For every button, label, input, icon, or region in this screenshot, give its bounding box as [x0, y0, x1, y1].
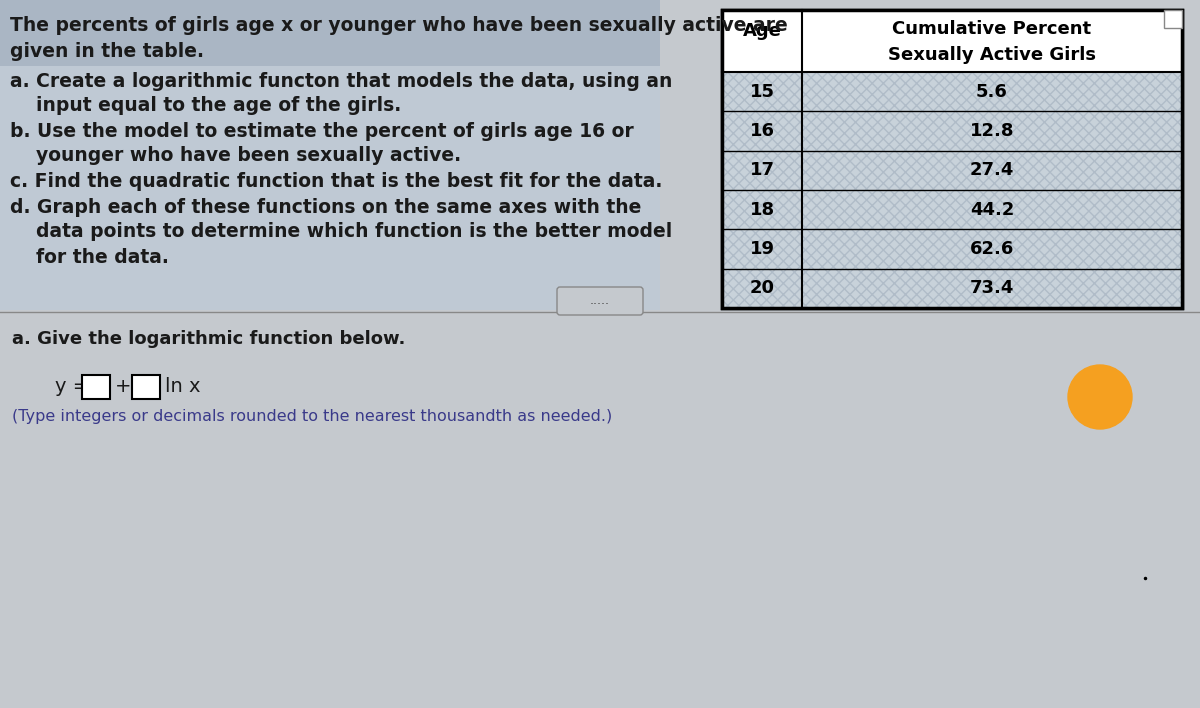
Bar	[802, 229, 1182, 268]
Text: 44.2: 44.2	[970, 200, 1014, 219]
Text: Cumulative Percent: Cumulative Percent	[893, 20, 1092, 38]
Text: 15: 15	[750, 83, 774, 101]
Text: 73.4: 73.4	[970, 280, 1014, 297]
Bar	[722, 72, 802, 111]
Bar	[802, 111, 1182, 151]
Bar	[1164, 10, 1182, 28]
Text: 18: 18	[750, 200, 774, 219]
Text: The percents of girls age x or younger who have been sexually active are: The percents of girls age x or younger w…	[10, 16, 787, 35]
Text: data points to determine which function is the better model: data points to determine which function …	[10, 222, 672, 241]
Text: 12.8: 12.8	[970, 122, 1014, 140]
Text: 16: 16	[750, 122, 774, 140]
Bar	[0, 0, 660, 310]
Bar	[802, 268, 1182, 308]
Text: 17: 17	[750, 161, 774, 179]
Text: c. Find the quadratic function that is the best fit for the data.: c. Find the quadratic function that is t…	[10, 172, 662, 191]
Bar	[802, 190, 1182, 229]
Text: 5.6: 5.6	[976, 83, 1008, 101]
Text: b. Use the model to estimate the percent of girls age 16 or: b. Use the model to estimate the percent…	[10, 122, 634, 141]
Bar	[802, 151, 1182, 190]
Bar	[722, 111, 802, 151]
Text: input equal to the age of the girls.: input equal to the age of the girls.	[10, 96, 401, 115]
Bar	[82, 375, 110, 399]
Text: d. Graph each of these functions on the same axes with the: d. Graph each of these functions on the …	[10, 198, 641, 217]
Text: younger who have been sexually active.: younger who have been sexually active.	[10, 146, 461, 165]
Text: 62.6: 62.6	[970, 240, 1014, 258]
Bar	[802, 72, 1182, 111]
Text: y =: y =	[55, 377, 89, 396]
Bar	[0, 0, 660, 66]
Circle shape	[1068, 365, 1132, 429]
Text: for the data.: for the data.	[10, 248, 169, 267]
Text: given in the table.: given in the table.	[10, 42, 204, 61]
Bar	[722, 10, 1182, 308]
Text: ln x: ln x	[166, 377, 200, 396]
FancyBboxPatch shape	[557, 287, 643, 315]
Bar	[722, 229, 802, 268]
Text: 20: 20	[750, 280, 774, 297]
Text: .....: .....	[590, 295, 610, 307]
Text: 27.4: 27.4	[970, 161, 1014, 179]
Text: (Type integers or decimals rounded to the nearest thousandth as needed.): (Type integers or decimals rounded to th…	[12, 409, 612, 424]
Text: Age: Age	[743, 22, 781, 40]
Bar	[722, 151, 802, 190]
Bar	[132, 375, 160, 399]
Text: Sexually Active Girls: Sexually Active Girls	[888, 46, 1096, 64]
Bar	[722, 268, 802, 308]
Bar	[722, 10, 1182, 72]
Bar	[722, 10, 1182, 308]
Text: a. Create a logarithmic functon that models the data, using an: a. Create a logarithmic functon that mod…	[10, 72, 672, 91]
Text: +: +	[115, 377, 132, 396]
Text: a. Give the logarithmic function below.: a. Give the logarithmic function below.	[12, 330, 406, 348]
Bar	[722, 190, 802, 229]
Text: 19: 19	[750, 240, 774, 258]
